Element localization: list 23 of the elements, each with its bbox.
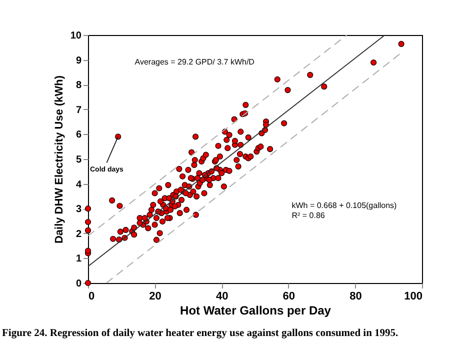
x-tick-label: 0: [88, 290, 95, 302]
x-axis-title: Hot Water Gallons per Day: [180, 304, 332, 318]
annotation: R² = 0.86: [292, 211, 326, 220]
y-tick-label: 3: [76, 204, 82, 216]
y-tick-label: 10: [70, 30, 82, 42]
y-tick-label: 4: [76, 179, 82, 190]
y-tick-label: 7: [76, 104, 82, 116]
x-tick-label: 40: [216, 290, 228, 302]
y-tick-label: 2: [76, 228, 82, 240]
annotation: Averages = 29.2 GPD/ 3.7 kWh/D: [134, 57, 255, 66]
annotation: kWh = 0.668 + 0.105(gallons): [292, 201, 398, 210]
y-tick-label: 1: [76, 254, 82, 265]
x-tick-label: 60: [282, 290, 296, 302]
y-tick-label: 5: [76, 154, 82, 166]
caption: Figure 24. Regression of daily water heater energy use against gallons consumed in 1995.: [2, 328, 399, 339]
y-tick-label: 9: [76, 55, 82, 66]
y-tick-label: 0: [76, 278, 82, 290]
y-tick-label: 8: [76, 80, 82, 92]
x-tick-label: 100: [404, 290, 422, 302]
x-tick-label: 20: [149, 290, 162, 302]
y-axis-title: Daily DHW Electricity Use (kWh): [53, 75, 66, 244]
y-tick-label: 6: [76, 130, 82, 141]
x-tick-label: 80: [350, 290, 362, 302]
